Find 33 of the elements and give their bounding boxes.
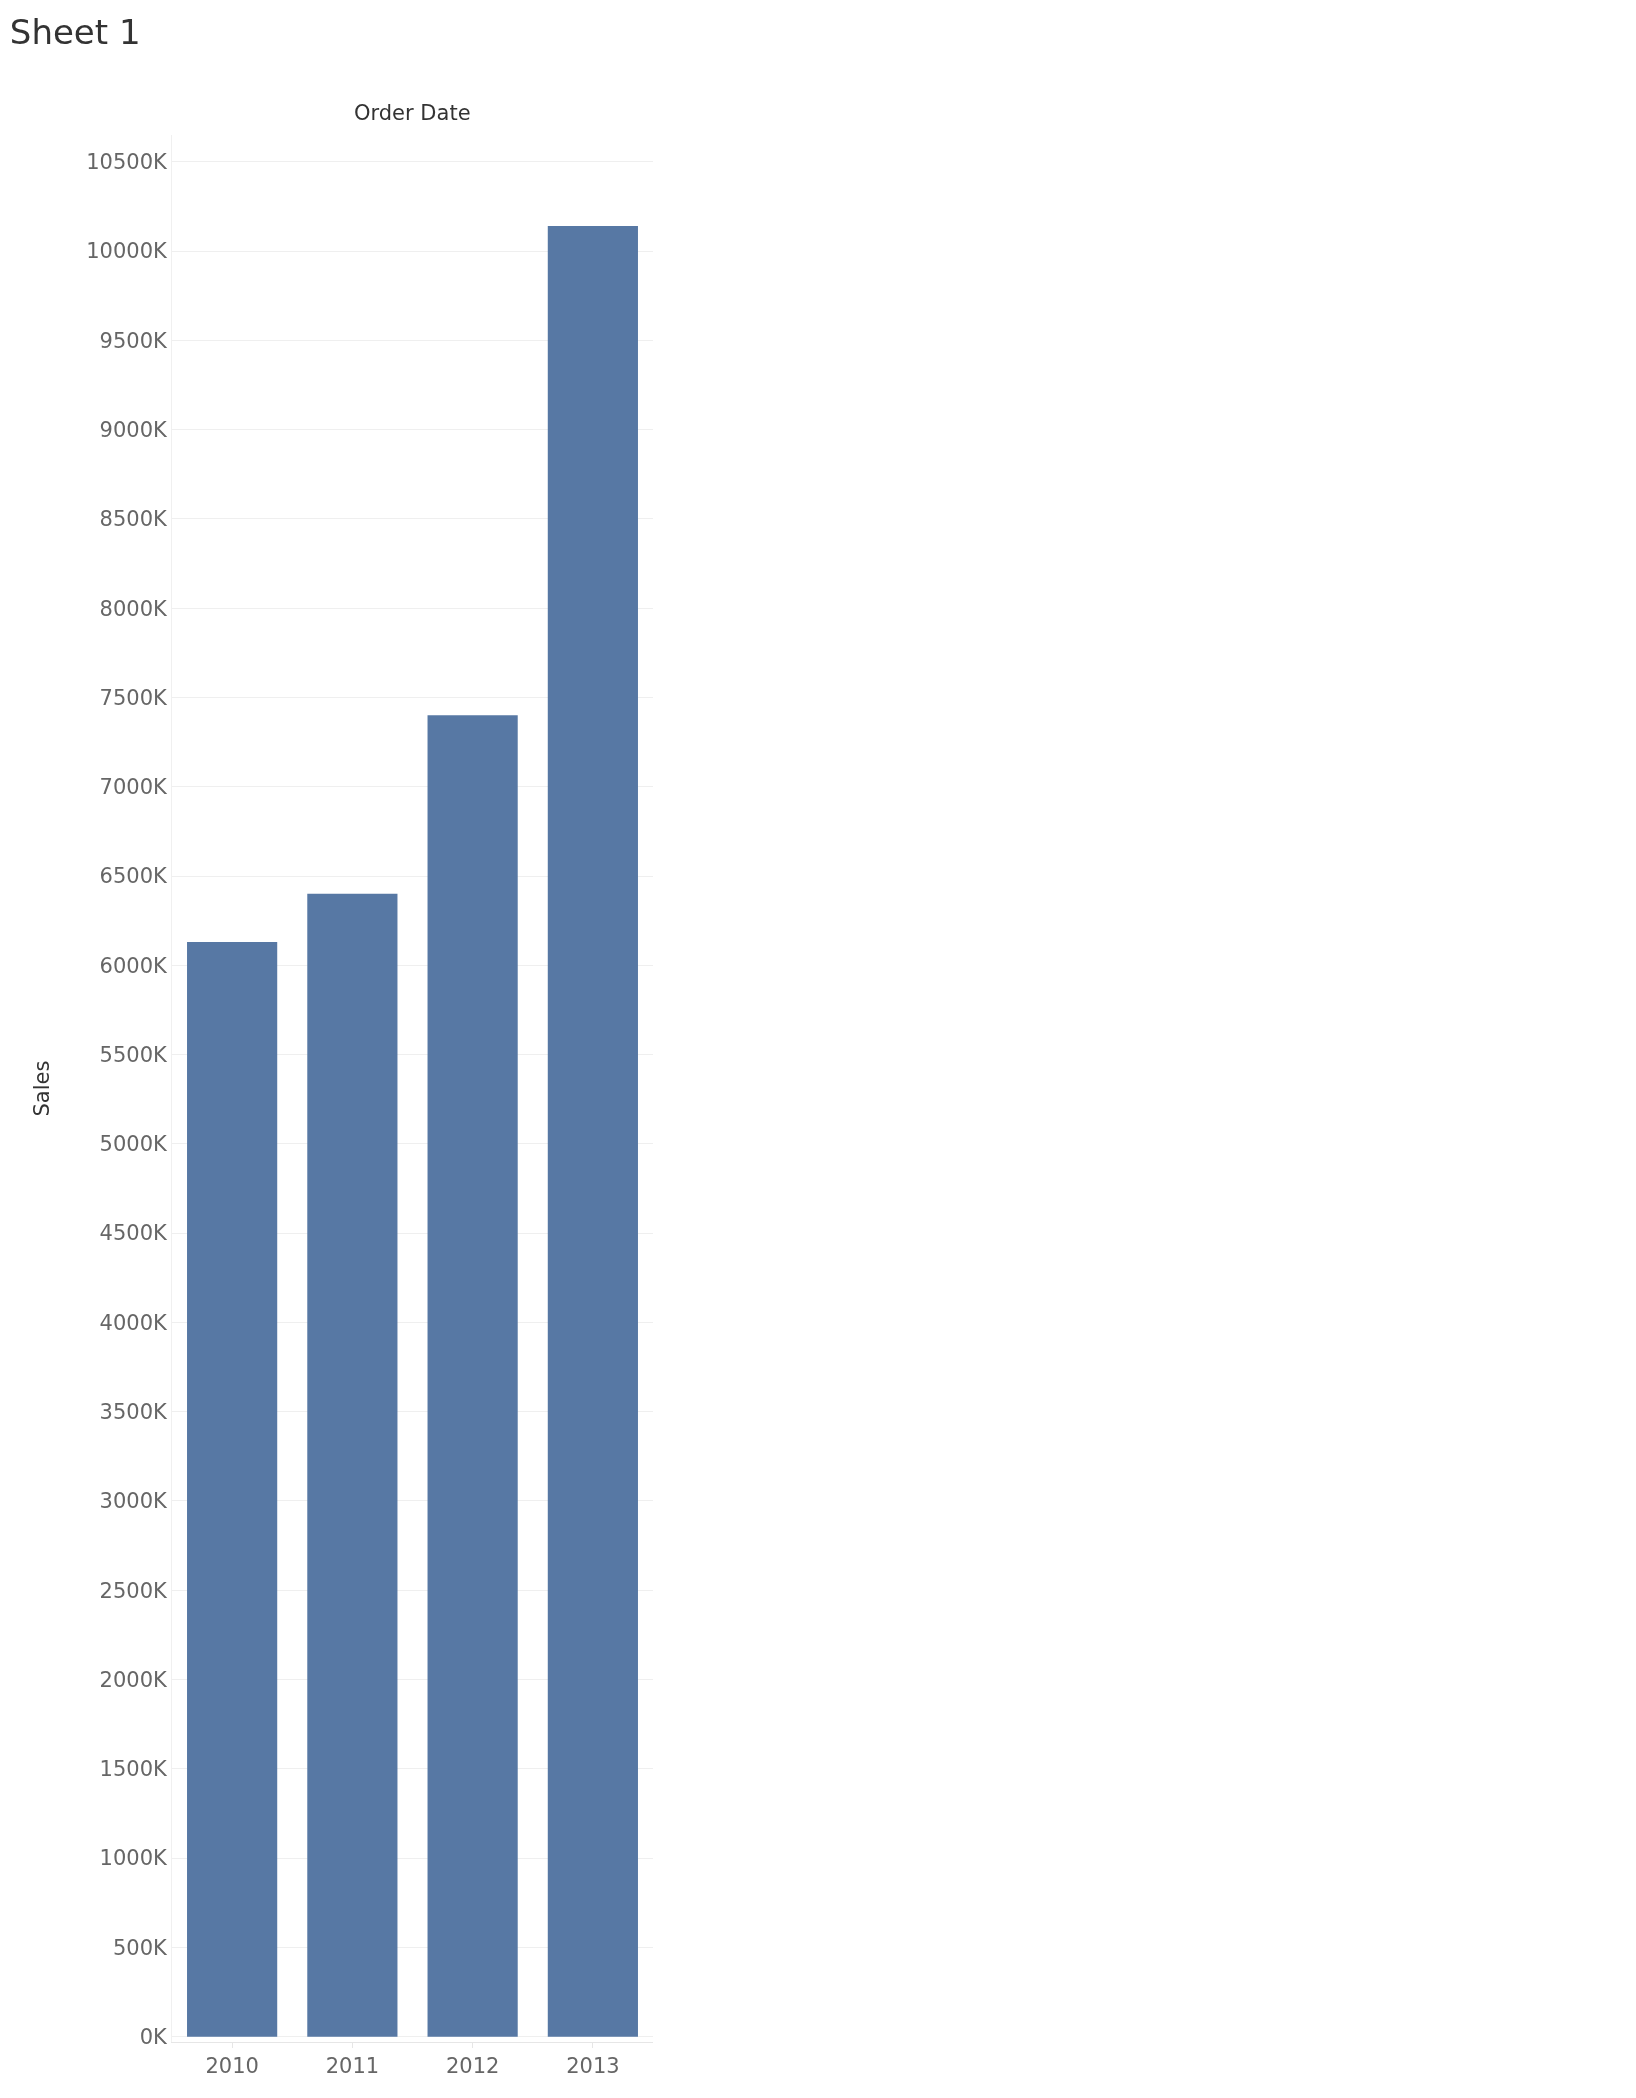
y-tick-label: 3500K	[99, 1400, 169, 1425]
y-tick-label: 5000K	[99, 1132, 169, 1157]
bar	[307, 893, 398, 2037]
x-tick-label: 2011	[325, 2054, 380, 2079]
y-tick-label: 10000K	[86, 239, 169, 264]
y-tick-label: 9500K	[99, 328, 169, 353]
x-tick-label: 2012	[445, 2054, 500, 2079]
y-tick-label: 0K	[139, 2024, 169, 2049]
y-tick-label: 2500K	[99, 1578, 169, 1603]
y-tick-label: 2000K	[99, 1667, 169, 1692]
x-tick-label: 2013	[566, 2054, 620, 2079]
x-axis-title: Order Date	[354, 101, 471, 125]
y-tick-label: 7000K	[99, 775, 169, 800]
y-tick-label: 8000K	[99, 596, 169, 621]
y-tick-label: 7500K	[99, 685, 169, 710]
y-tick-label: 1500K	[99, 1757, 169, 1782]
bar	[187, 942, 278, 2037]
y-tick-label: 6000K	[99, 953, 169, 978]
y-tick-label: 4000K	[99, 1310, 169, 1335]
bar	[427, 715, 518, 2037]
chart-title: Sheet 1	[9, 11, 141, 52]
x-tick-label: 2010	[205, 2054, 259, 2079]
y-tick-label: 10500K	[86, 150, 169, 175]
y-tick-label: 6500K	[99, 864, 169, 889]
y-tick-label: 9000K	[99, 417, 169, 442]
y-tick-label: 5500K	[99, 1042, 169, 1067]
y-tick-label: 3000K	[99, 1489, 169, 1514]
y-tick-label: 4500K	[99, 1221, 169, 1246]
y-axis-title: Sales	[30, 1060, 55, 1117]
y-tick-label: 8500K	[99, 507, 169, 532]
bar	[547, 226, 638, 2037]
y-tick-label: 1000K	[99, 1846, 169, 1871]
y-tick-label: 500K	[112, 1935, 169, 1960]
